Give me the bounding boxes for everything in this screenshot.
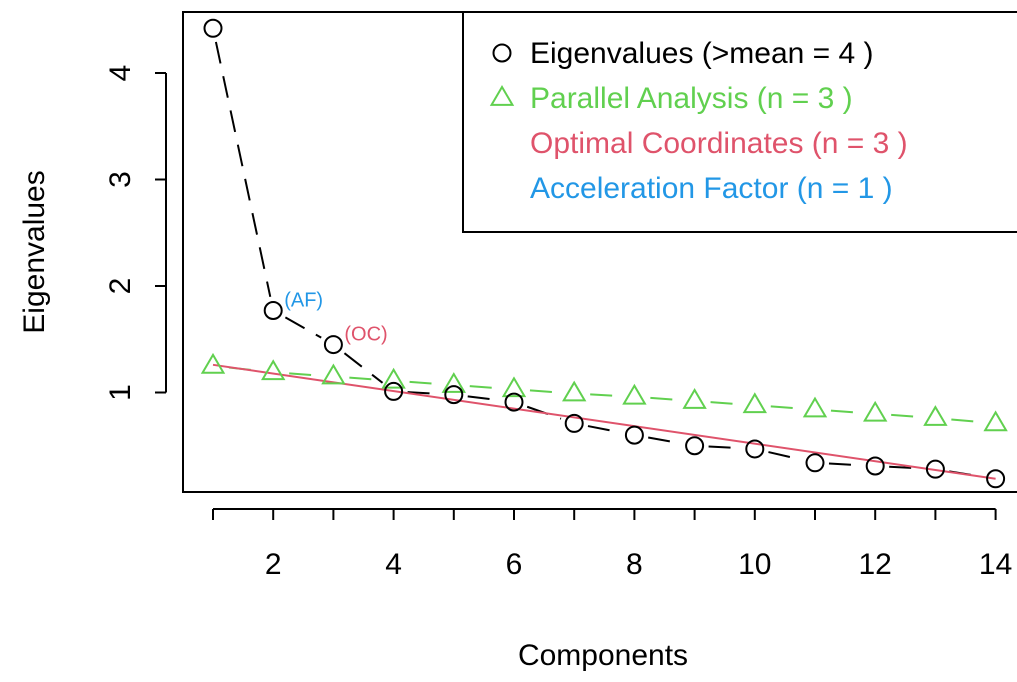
parallel-analysis-point xyxy=(381,367,406,389)
plot-frame xyxy=(182,11,1017,493)
x-tick-label: 8 xyxy=(626,548,643,581)
y-axis-title: Eigenvalues xyxy=(18,170,51,333)
markers-layer xyxy=(200,18,1008,489)
legend-label-acceleration: Acceleration Factor (n = 1 ) xyxy=(530,172,893,205)
eigenvalues-line-segment xyxy=(284,316,322,339)
x-tick-label: 6 xyxy=(506,548,523,581)
eigenvalues-line-segment xyxy=(587,425,621,434)
eigenvalues-line-segment xyxy=(889,465,922,470)
eigenvalues-line-segment xyxy=(407,391,440,395)
parallel-analysis-point xyxy=(983,410,1008,432)
eigenvalue-point xyxy=(745,439,765,459)
parallel-analysis-point xyxy=(321,363,346,385)
parallel-analysis-line-segment xyxy=(289,372,318,377)
optimal-coordinates-line xyxy=(212,363,996,480)
parallel-analysis-line-segment xyxy=(409,380,438,385)
parallel-analysis-point xyxy=(863,400,888,422)
eigenvalue-point xyxy=(323,335,343,355)
eigenvalue-point xyxy=(203,18,223,38)
eigenvalue-point xyxy=(805,453,825,473)
parallel-analysis-point xyxy=(622,383,647,405)
annotations-layer: (AF) (OC) xyxy=(284,289,388,345)
x-tick-label: 12 xyxy=(859,548,892,581)
eigenvalues-line-segment xyxy=(214,41,272,298)
eigenvalues-line-segment xyxy=(768,451,802,461)
parallel-analysis-point xyxy=(261,359,286,381)
y-tick-label: 2 xyxy=(104,278,137,295)
eigenvalue-point xyxy=(564,413,584,433)
eigenvalues-line-segment xyxy=(648,436,681,445)
parallel-analysis-line xyxy=(228,366,980,423)
parallel-analysis-point xyxy=(501,376,527,398)
parallel-analysis-line-segment xyxy=(529,389,559,394)
parallel-analysis-point xyxy=(923,405,948,426)
acceleration-factor-annotation: (AF) xyxy=(284,289,323,311)
eigenvalue-point xyxy=(263,300,283,320)
parallel-analysis-line-segment xyxy=(891,413,920,418)
parallel-analysis-line-segment xyxy=(951,418,980,423)
eigenvalues-line-segment xyxy=(467,395,501,402)
eigenvalue-point xyxy=(986,469,1006,489)
x-tick-label: 10 xyxy=(738,548,771,581)
parallel-analysis-point xyxy=(441,372,466,393)
eigenvalue-point xyxy=(504,392,524,412)
parallel-analysis-line-segment xyxy=(349,376,378,381)
eigenvalues-line-segment xyxy=(343,352,384,384)
legend-symbol-circle xyxy=(492,43,512,63)
legend-label-optimal: Optimal Coordinates (n = 3 ) xyxy=(530,127,908,160)
x-tick-label: 14 xyxy=(979,548,1012,581)
parallel-analysis-line-segment xyxy=(650,396,679,401)
parallel-analysis-line-segment xyxy=(830,409,860,414)
x-tick-label: 2 xyxy=(265,548,282,581)
parallel-analysis-line-segment xyxy=(710,401,739,406)
parallel-analysis-point xyxy=(682,388,707,409)
optimal-coordinates-annotation: (OC) xyxy=(344,324,387,346)
parallel-analysis-point xyxy=(200,352,226,374)
legend-symbol-triangle xyxy=(489,85,515,106)
parallel-analysis-point xyxy=(742,392,767,414)
parallel-analysis-point xyxy=(562,380,587,402)
legend-label-eigen: Eigenvalues (>mean = 4 ) xyxy=(530,37,874,70)
eigenvalue-point xyxy=(865,456,885,476)
y-tick-label: 1 xyxy=(104,384,137,401)
parallel-analysis-line-segment xyxy=(590,393,619,397)
eigenvalues-line-segment xyxy=(708,445,741,450)
x-tick-label: 4 xyxy=(385,548,402,581)
legend-box xyxy=(462,11,1017,233)
eigenvalue-point xyxy=(925,459,945,479)
y-tick-label: 4 xyxy=(104,65,137,82)
eigenvalue-point xyxy=(685,436,705,456)
legend-label-parallel: Parallel Analysis (n = 3 ) xyxy=(530,82,853,115)
eigenvalue-point xyxy=(624,425,644,445)
parallel-analysis-line-segment xyxy=(469,385,499,390)
eigenvalues-line-segment xyxy=(828,462,862,467)
y-tick-label: 3 xyxy=(104,171,137,188)
eigenvalue-point xyxy=(444,385,464,405)
eigenvalue-point xyxy=(384,381,404,401)
parallel-analysis-point xyxy=(802,396,828,418)
legend: Eigenvalues (>mean = 4 ) Parallel Analysi… xyxy=(462,11,1017,233)
x-axis-title: Components xyxy=(518,639,688,672)
parallel-analysis-line-segment xyxy=(770,405,800,410)
